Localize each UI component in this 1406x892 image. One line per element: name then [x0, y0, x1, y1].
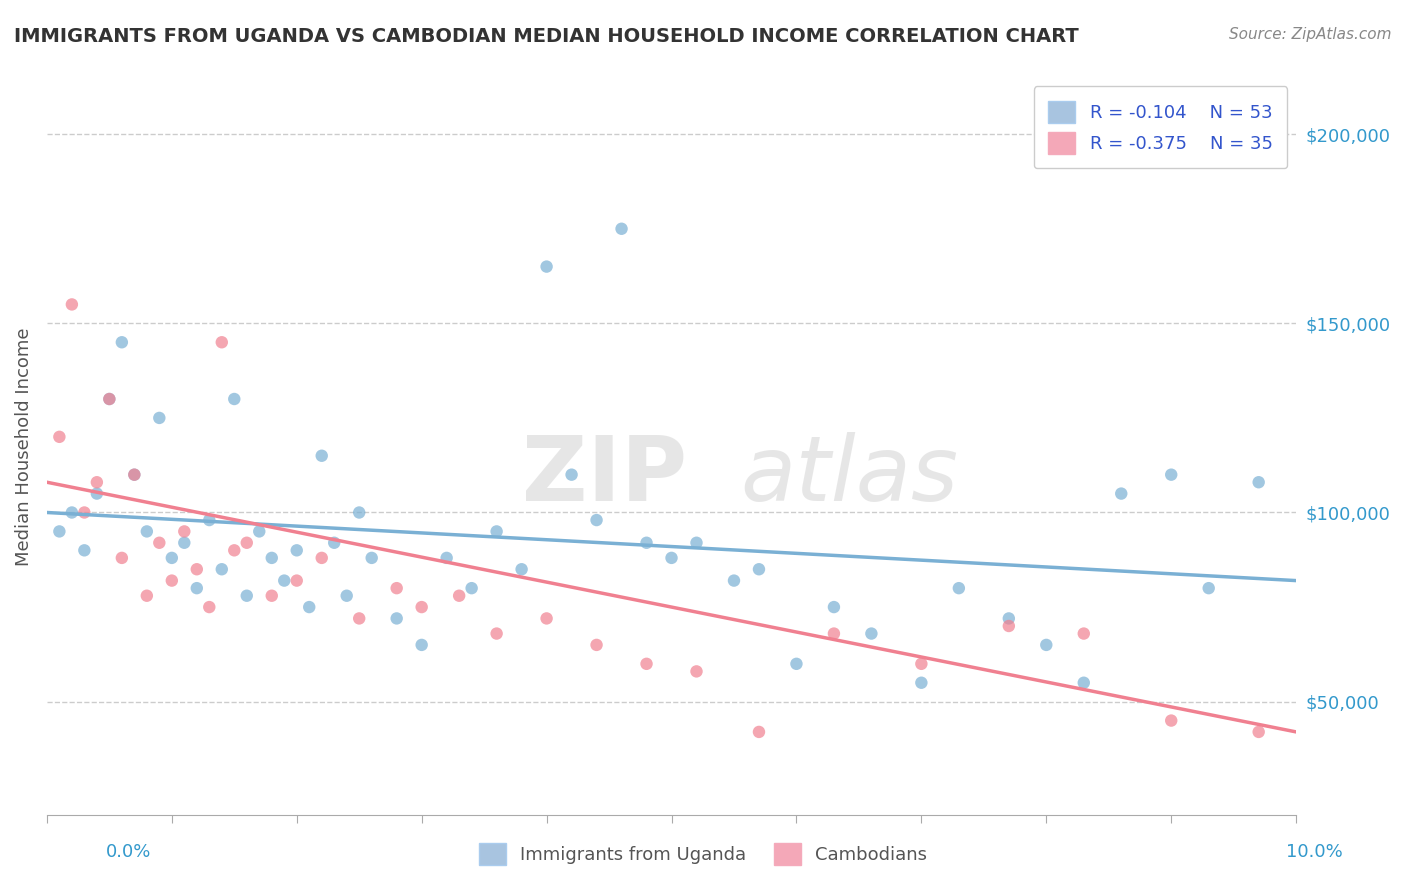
Point — [111, 335, 134, 350]
Point — [748, 725, 770, 739]
Point — [1073, 626, 1095, 640]
Point — [636, 535, 658, 549]
Point — [860, 626, 883, 640]
Point — [585, 513, 607, 527]
Point — [260, 589, 283, 603]
Point — [685, 665, 707, 679]
Point — [948, 581, 970, 595]
Point — [111, 550, 134, 565]
Point — [285, 543, 308, 558]
Point — [173, 535, 195, 549]
Point — [160, 574, 183, 588]
Point — [823, 600, 845, 615]
Point — [785, 657, 807, 671]
Point — [1198, 581, 1220, 595]
Point — [485, 626, 508, 640]
Legend: R = -0.104    N = 53, R = -0.375    N = 35: R = -0.104 N = 53, R = -0.375 N = 35 — [1033, 87, 1286, 169]
Point — [1109, 486, 1132, 500]
Point — [910, 657, 932, 671]
Point — [336, 589, 359, 603]
Point — [449, 589, 471, 603]
Point — [998, 611, 1021, 625]
Point — [485, 524, 508, 539]
Text: Source: ZipAtlas.com: Source: ZipAtlas.com — [1229, 27, 1392, 42]
Point — [260, 550, 283, 565]
Point — [1035, 638, 1057, 652]
Point — [124, 467, 146, 482]
Point — [561, 467, 583, 482]
Point — [124, 467, 146, 482]
Point — [60, 297, 83, 311]
Point — [1247, 725, 1270, 739]
Text: atlas: atlas — [740, 432, 959, 520]
Point — [60, 506, 83, 520]
Point — [723, 574, 745, 588]
Point — [211, 335, 233, 350]
Point — [298, 600, 321, 615]
Point — [998, 619, 1021, 633]
Point — [311, 550, 333, 565]
Text: ZIP: ZIP — [522, 432, 686, 520]
Point — [148, 411, 170, 425]
Text: 10.0%: 10.0% — [1286, 843, 1343, 861]
Point — [411, 638, 433, 652]
Point — [311, 449, 333, 463]
Point — [236, 589, 259, 603]
Point — [536, 611, 558, 625]
Point — [436, 550, 458, 565]
Point — [273, 574, 295, 588]
Point — [385, 611, 408, 625]
Y-axis label: Median Household Income: Median Household Income — [15, 327, 32, 566]
Point — [636, 657, 658, 671]
Point — [148, 535, 170, 549]
Point — [73, 543, 96, 558]
Point — [73, 506, 96, 520]
Point — [48, 430, 70, 444]
Point — [48, 524, 70, 539]
Point — [186, 562, 208, 576]
Point — [510, 562, 533, 576]
Point — [247, 524, 270, 539]
Text: IMMIGRANTS FROM UGANDA VS CAMBODIAN MEDIAN HOUSEHOLD INCOME CORRELATION CHART: IMMIGRANTS FROM UGANDA VS CAMBODIAN MEDI… — [14, 27, 1078, 45]
Point — [1160, 467, 1182, 482]
Point — [173, 524, 195, 539]
Point — [536, 260, 558, 274]
Point — [360, 550, 382, 565]
Point — [236, 535, 259, 549]
Point — [685, 535, 707, 549]
Point — [86, 486, 108, 500]
Point — [460, 581, 482, 595]
Point — [323, 535, 346, 549]
Point — [198, 600, 221, 615]
Point — [186, 581, 208, 595]
Point — [385, 581, 408, 595]
Point — [1247, 475, 1270, 490]
Point — [347, 611, 370, 625]
Point — [347, 506, 370, 520]
Point — [160, 550, 183, 565]
Point — [135, 589, 157, 603]
Point — [823, 626, 845, 640]
Point — [610, 221, 633, 235]
Point — [585, 638, 607, 652]
Point — [411, 600, 433, 615]
Point — [1073, 675, 1095, 690]
Point — [1160, 714, 1182, 728]
Point — [211, 562, 233, 576]
Point — [98, 392, 121, 406]
Point — [661, 550, 683, 565]
Point — [224, 392, 246, 406]
Point — [98, 392, 121, 406]
Text: 0.0%: 0.0% — [105, 843, 150, 861]
Point — [135, 524, 157, 539]
Point — [748, 562, 770, 576]
Point — [198, 513, 221, 527]
Legend: Immigrants from Uganda, Cambodians: Immigrants from Uganda, Cambodians — [470, 834, 936, 874]
Point — [224, 543, 246, 558]
Point — [910, 675, 932, 690]
Point — [285, 574, 308, 588]
Point — [86, 475, 108, 490]
